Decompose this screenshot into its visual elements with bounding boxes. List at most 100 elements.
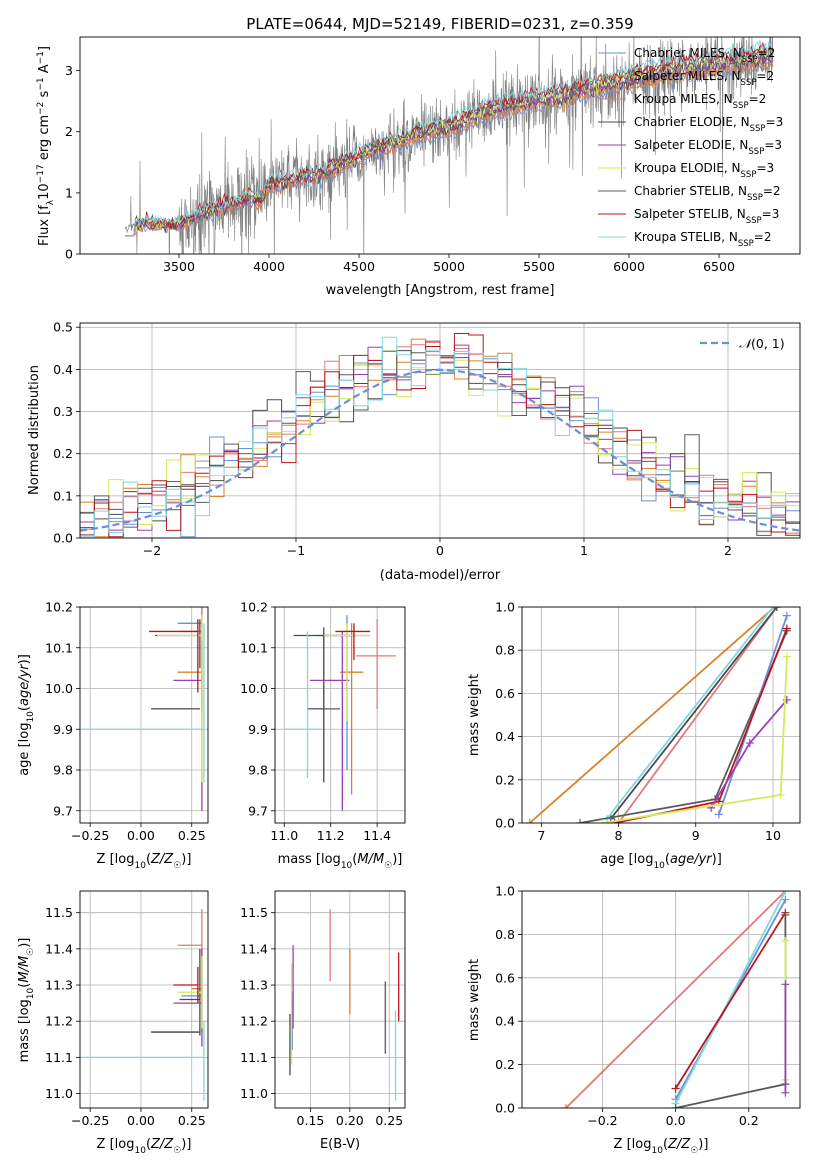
x-tick-label: 5000 — [433, 259, 465, 274]
x-tick-label: 5500 — [523, 259, 555, 274]
hist-ke — [80, 350, 800, 538]
y-tick-label: 2 — [65, 124, 73, 139]
series-marker-cm — [782, 611, 791, 620]
y-tick-label: 0.3 — [53, 404, 73, 419]
legend-label-km: Kroupa MILES, NSSP=2 — [634, 92, 766, 111]
y-tick-label: 10.1 — [240, 640, 268, 655]
x-tick-label: 0.20 — [336, 1113, 364, 1128]
y-tick-label: 0.1 — [53, 488, 73, 503]
y-tick-label: 11.0 — [240, 1086, 268, 1101]
x-axis-label: mass [log10(M/M☉)] — [278, 852, 403, 871]
legend-label-ss: Salpeter STELIB, NSSP=3 — [634, 207, 779, 226]
figure-title: PLATE=0644, MJD=52149, FIBERID=0231, z=0… — [246, 15, 633, 33]
x-axis-label: Z [log10(Z/Z☉)] — [97, 1137, 192, 1156]
y-tick-label: 0.2 — [53, 446, 73, 461]
x-axis-label: age [log10(age/yr)] — [600, 852, 722, 871]
x-tick-label: 0.00 — [127, 828, 155, 843]
x-tick-label: 11.4 — [363, 828, 391, 843]
series-marker-cm — [781, 895, 790, 904]
y-tick-label: 0.0 — [495, 1101, 515, 1116]
x-tick-label: 0 — [436, 543, 444, 558]
plot-area — [522, 891, 800, 1108]
model-line-cs — [125, 47, 774, 237]
y-tick-label: 11.5 — [240, 905, 268, 920]
y-tick-label: 0.8 — [495, 927, 515, 942]
x-tick-label: −0.25 — [71, 828, 109, 843]
x-tick-label: 6000 — [613, 259, 645, 274]
y-axis-label: Normed distribution — [27, 365, 42, 495]
axes-frame — [521, 890, 801, 1109]
hist-ss — [80, 333, 800, 538]
y-tick-label: 11.0 — [45, 1086, 73, 1101]
series-marker-se — [745, 739, 754, 748]
series-line-ks — [606, 607, 774, 820]
legend-label-se: Salpeter ELODIE, NSSP=3 — [634, 138, 782, 157]
y-tick-label: 10.2 — [45, 600, 73, 615]
panel-mass_vs_EBV: 0.15 0.20 0.25 11.0 11.1 11.2 11.3 11.4 11.5 E(B-… — [240, 890, 406, 1152]
series-marker-ke — [599, 819, 608, 823]
x-tick-label: 2 — [724, 543, 732, 558]
y-tick-label: 11.3 — [45, 978, 73, 993]
y-tick-label: 3 — [65, 63, 73, 78]
series-marker-cs — [781, 910, 790, 919]
x-axis-label: E(B-V) — [320, 1137, 360, 1152]
y-tick-label: 11.4 — [240, 941, 268, 956]
y-axis-label: age [log10(age/yr)] — [17, 654, 36, 776]
x-tick-label: 11.0 — [270, 828, 298, 843]
axes-frame — [274, 606, 406, 824]
y-tick-label: 0.2 — [495, 1057, 515, 1072]
plot-layer: 3500 4000 4500 5000 5500 6000 6500 0 1 2 3 Chabrier… — [17, 36, 801, 1156]
y-tick-label: 9.9 — [53, 722, 73, 737]
series-line-cs — [675, 914, 787, 1108]
x-tick-label: 4500 — [343, 259, 375, 274]
x-tick-label: 9 — [692, 828, 700, 843]
axes-frame — [521, 606, 801, 824]
axes-frame — [274, 890, 406, 1109]
plot-area — [80, 323, 800, 538]
x-axis-label: wavelength [Angstrom, rest frame] — [326, 283, 555, 298]
axes-frame — [79, 606, 209, 824]
plot-area — [124, 37, 774, 254]
model-line-ss — [125, 41, 774, 237]
x-tick-label: 0.15 — [297, 1113, 325, 1128]
y-tick-label: 11.1 — [45, 1050, 73, 1065]
y-tick-label: 9.9 — [248, 722, 268, 737]
series-marker-se — [781, 1088, 790, 1097]
y-tick-label: 9.7 — [248, 803, 268, 818]
series-line-km — [565, 891, 787, 1108]
y-tick-label: 9.8 — [53, 763, 73, 778]
y-tick-label: 0.5 — [53, 320, 73, 335]
y-tick-label: 11.4 — [45, 941, 73, 956]
y-tick-label: 10.0 — [45, 681, 73, 696]
plot-area — [275, 891, 405, 1108]
plot-area — [80, 607, 208, 823]
series-marker-se — [781, 980, 790, 989]
y-axis-label: mass weight — [467, 674, 482, 756]
y-tick-label: 0.8 — [495, 643, 515, 658]
legend: 𝒩(0, 1) — [700, 336, 785, 351]
series-marker-cs — [575, 819, 584, 823]
x-tick-label: −2 — [143, 543, 161, 558]
y-tick-label: 11.2 — [45, 1014, 73, 1029]
y-tick-label: 11.1 — [240, 1050, 268, 1065]
x-tick-label: −1 — [287, 543, 305, 558]
x-tick-label: 0.2 — [739, 1113, 759, 1128]
hist-ks — [80, 336, 800, 538]
gauss-curve — [80, 368, 800, 532]
series-marker-km — [561, 1104, 570, 1108]
y-tick-label: 0.4 — [53, 362, 73, 377]
plot-area — [275, 607, 405, 823]
y-tick-label: 0.0 — [53, 531, 73, 546]
series-marker-ks — [781, 891, 790, 895]
model-line-ks — [125, 38, 774, 237]
y-tick-label: 0.4 — [495, 729, 515, 744]
legend-label-ce: Chabrier ELODIE, NSSP=3 — [634, 115, 783, 134]
y-tick-label: 11.2 — [240, 1014, 268, 1029]
series-line-sm — [529, 607, 776, 823]
axes-frame — [79, 36, 801, 255]
x-tick-label: 0.25 — [178, 1113, 206, 1128]
y-axis-label: mass weight — [467, 959, 482, 1041]
y-tick-label: 1.0 — [495, 884, 515, 899]
legend-label-gauss: 𝒩(0, 1) — [739, 336, 785, 351]
